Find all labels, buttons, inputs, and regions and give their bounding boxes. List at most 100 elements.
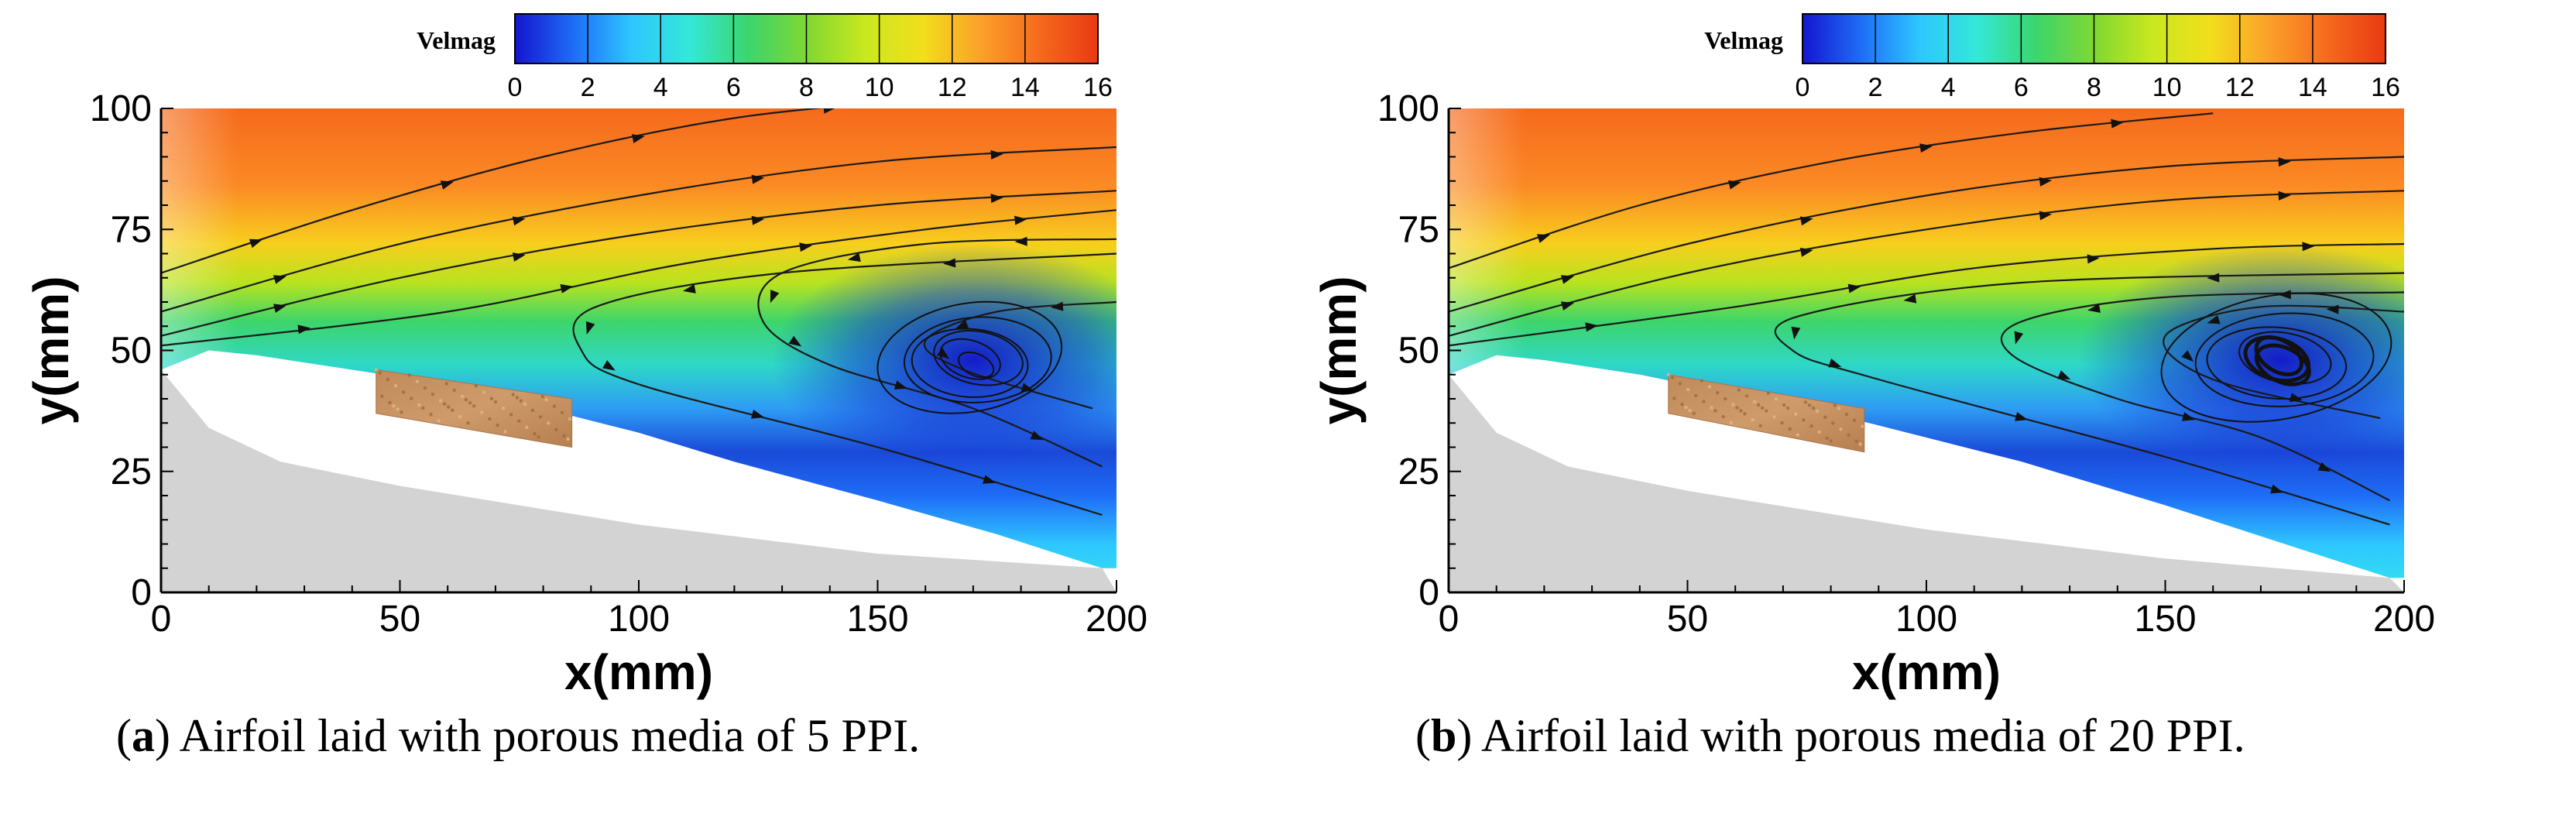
porous-texture-dot xyxy=(1666,372,1670,376)
porous-texture-dot xyxy=(1752,400,1757,404)
plot-field xyxy=(161,108,1116,592)
porous-texture-dot xyxy=(1829,439,1833,443)
porous-texture-dot xyxy=(1782,403,1786,407)
porous-texture-dot xyxy=(430,393,435,396)
streamline-arrow xyxy=(2302,242,2315,252)
porous-texture-dot xyxy=(547,421,551,425)
colorbar-tick-label: 14 xyxy=(2298,73,2327,102)
y-tick-label: 25 xyxy=(1398,451,1439,493)
porous-texture-dot xyxy=(1831,421,1835,425)
vortex-streamline xyxy=(911,328,1029,398)
caption-a: (a) Airfoil laid with porous media of 5 … xyxy=(116,710,921,761)
porous-texture-dot xyxy=(1785,406,1790,410)
streamline xyxy=(1774,272,2404,526)
caption-b: (b) Airfoil laid with porous media of 20… xyxy=(1415,710,2245,761)
streamline-arrow xyxy=(2015,412,2029,421)
porous-texture-dot xyxy=(1672,396,1676,400)
streamline-arrow xyxy=(2207,273,2220,283)
vortex-streamline xyxy=(2160,292,2392,423)
porous-texture-dot xyxy=(1847,433,1851,438)
y-tick-label: 100 xyxy=(90,88,152,129)
porous-texture-dot xyxy=(488,417,492,421)
porous-texture-dot xyxy=(386,377,389,382)
streamline xyxy=(161,190,1116,337)
porous-texture-dot xyxy=(552,404,557,408)
colorbar-tick-label: 8 xyxy=(799,73,814,102)
y-tick-label: 75 xyxy=(1398,209,1439,250)
porous-texture-dot xyxy=(1757,403,1761,407)
x-tick-label: 100 xyxy=(1895,599,1957,640)
streamline-arrow xyxy=(751,174,765,184)
porous-texture-dot xyxy=(523,402,527,406)
streamline xyxy=(923,300,1116,410)
porous-texture-dot xyxy=(438,399,443,403)
streamline-arrow xyxy=(249,239,262,249)
streamline-arrow xyxy=(1585,322,1599,332)
x-axis-title: x(mm) xyxy=(1852,644,2001,700)
porous-texture-dot xyxy=(458,414,462,419)
porous-texture-dot xyxy=(530,408,535,413)
colorbar-tick-label: 14 xyxy=(1010,73,1040,102)
x-tick-label: 150 xyxy=(846,599,908,640)
streamline-arrow xyxy=(2278,190,2291,201)
porous-texture-dot xyxy=(1729,420,1733,424)
porous-texture-dot xyxy=(400,410,403,414)
streamline-arrow xyxy=(1919,143,1933,153)
porous-texture-dot xyxy=(1839,427,1843,431)
porous-texture-dot xyxy=(1737,388,1741,392)
colorbar-tick-label: 6 xyxy=(726,73,741,102)
streamline-arrow xyxy=(990,194,1003,204)
streamline-arrow xyxy=(2181,350,2194,362)
vortex-streamline xyxy=(2206,326,2348,400)
porous-texture-dot xyxy=(443,402,447,406)
streamline-arrow xyxy=(2111,118,2124,129)
x-tick-label: 200 xyxy=(2373,599,2435,640)
streamline-arrow xyxy=(1014,215,1027,225)
streamline xyxy=(1449,112,2214,269)
y-tick-label: 25 xyxy=(111,451,152,493)
streamline-arrow xyxy=(440,180,454,190)
streamline-arrow xyxy=(682,284,696,293)
porous-texture-dot xyxy=(1817,430,1821,434)
porous-texture-dot xyxy=(1788,427,1792,431)
porous-texture-dot xyxy=(388,400,392,405)
streamline-arrow xyxy=(1536,234,1550,243)
porous-texture-dot xyxy=(460,394,465,399)
porous-texture-dot xyxy=(568,417,572,421)
y-tick-label: 75 xyxy=(111,209,152,250)
porous-texture-dot xyxy=(501,407,506,410)
porous-texture-dot xyxy=(1858,442,1862,446)
porous-texture-dot xyxy=(1694,393,1698,398)
porous-texture-dot xyxy=(374,368,378,372)
streamline-arrow xyxy=(1903,293,1917,304)
porous-texture-dot xyxy=(1815,409,1820,414)
porous-texture-dot xyxy=(1766,391,1770,395)
porous-texture-dot xyxy=(421,406,425,410)
porous-texture-dot xyxy=(1811,406,1816,410)
colorbar-tick-label: 0 xyxy=(508,73,523,102)
airfoil-body xyxy=(1449,374,2404,592)
streamline-arrow xyxy=(2326,304,2339,314)
streamline-arrow xyxy=(273,275,286,284)
caption-b-label: b xyxy=(1430,710,1457,761)
porous-texture-dot xyxy=(1837,407,1841,410)
vortex-streamline xyxy=(2254,335,2303,376)
porous-texture-dot xyxy=(393,383,398,388)
porous-texture-dot xyxy=(1809,424,1813,428)
porous-texture-dot xyxy=(423,386,427,390)
porous-texture-dot xyxy=(474,384,478,388)
porous-texture-dot xyxy=(378,371,382,375)
streamline-arrow xyxy=(1014,236,1027,246)
porous-texture-dot xyxy=(1761,406,1765,410)
vortex-core-region xyxy=(771,244,1116,476)
streamline-arrow xyxy=(770,290,780,304)
y-axis-title: y(mm) xyxy=(23,276,79,424)
streamline-arrow xyxy=(2039,211,2053,221)
streamline-arrow xyxy=(751,410,765,419)
airfoil-body xyxy=(161,369,1116,592)
porous-texture-dot xyxy=(451,408,454,412)
porous-texture-dot xyxy=(1678,382,1682,386)
porous-texture-dot xyxy=(496,423,499,427)
vortex-streamline xyxy=(903,316,1052,403)
streamline-arrow xyxy=(1828,359,1842,368)
